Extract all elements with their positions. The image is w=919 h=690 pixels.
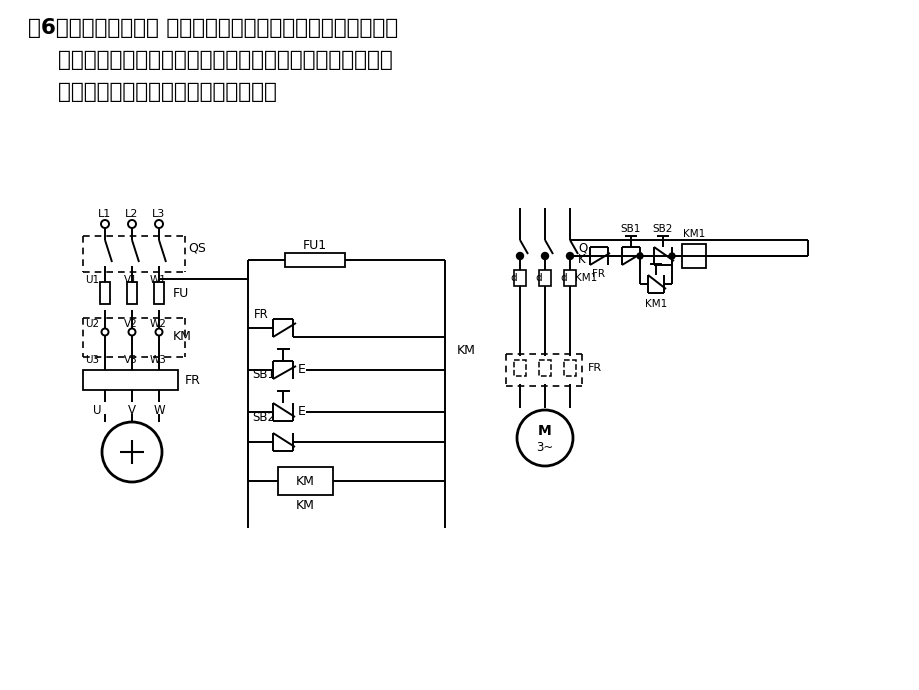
Text: 叉连接时的电气连接点须用黑点标出。: 叉连接时的电气连接点须用黑点标出。	[28, 82, 277, 102]
Circle shape	[101, 220, 108, 228]
Bar	[100, 282, 110, 304]
Text: V: V	[128, 404, 136, 417]
Text: SB1: SB1	[252, 368, 275, 380]
Text: V2: V2	[124, 319, 138, 329]
Circle shape	[128, 220, 136, 228]
Bar	[563, 270, 575, 286]
Text: E: E	[298, 362, 305, 375]
Text: KM: KM	[457, 344, 475, 357]
Text: QS: QS	[187, 241, 206, 255]
Bar	[285, 253, 345, 267]
Text: FR: FR	[587, 363, 601, 373]
Text: FU1: FU1	[302, 239, 327, 251]
Bar	[539, 360, 550, 376]
Text: L2: L2	[125, 209, 139, 219]
Text: U3: U3	[85, 355, 99, 365]
Bar	[278, 467, 333, 495]
Circle shape	[541, 253, 548, 259]
Bar	[153, 282, 164, 304]
Circle shape	[668, 253, 675, 259]
Bar	[563, 360, 575, 376]
Text: U1: U1	[85, 275, 99, 285]
Text: SB2: SB2	[652, 224, 673, 234]
Text: SB1: SB1	[620, 224, 641, 234]
Text: d: d	[535, 273, 541, 283]
Text: E: E	[298, 404, 305, 417]
Text: FR: FR	[254, 308, 268, 320]
Circle shape	[101, 328, 108, 335]
Text: （6）无论主电路还是 控制电路，辅助电路，均按功能布置，尽: （6）无论主电路还是 控制电路，辅助电路，均按功能布置，尽	[28, 18, 398, 38]
Text: d: d	[509, 273, 516, 283]
Text: U2: U2	[85, 319, 99, 329]
Text: KM1: KM1	[574, 273, 596, 283]
Text: W: W	[153, 404, 165, 417]
Circle shape	[516, 410, 573, 466]
Bar	[514, 270, 526, 286]
Text: W2: W2	[150, 319, 166, 329]
Text: FU: FU	[173, 286, 189, 299]
Text: FR: FR	[592, 269, 605, 279]
Text: KM: KM	[173, 330, 192, 342]
Text: M: M	[538, 424, 551, 438]
Text: L3: L3	[153, 209, 165, 219]
Text: KM1: KM1	[644, 299, 666, 309]
Text: V3: V3	[124, 355, 138, 365]
Text: K: K	[577, 253, 585, 266]
Text: KM: KM	[295, 498, 314, 511]
Circle shape	[155, 328, 163, 335]
Circle shape	[516, 253, 523, 259]
Text: W3: W3	[150, 355, 166, 365]
Circle shape	[102, 422, 162, 482]
Bar	[83, 370, 177, 390]
Text: V1: V1	[124, 275, 138, 285]
Circle shape	[129, 328, 135, 335]
Bar	[539, 270, 550, 286]
Text: L1: L1	[98, 209, 111, 219]
Text: W1: W1	[150, 275, 166, 285]
Text: KM1: KM1	[682, 229, 704, 239]
Text: FR: FR	[185, 373, 200, 386]
Text: 3~: 3~	[536, 440, 553, 453]
Text: SB2: SB2	[252, 411, 275, 424]
Text: Q: Q	[577, 241, 586, 255]
Text: U: U	[93, 404, 101, 417]
Text: 可能按动作顺序从上到下，从左到右排列。控制电路两线交: 可能按动作顺序从上到下，从左到右排列。控制电路两线交	[28, 50, 392, 70]
Bar	[514, 360, 526, 376]
Text: KM: KM	[295, 475, 314, 488]
Circle shape	[636, 253, 642, 259]
Bar	[681, 244, 705, 268]
Bar	[127, 282, 137, 304]
Text: d: d	[560, 273, 566, 283]
Circle shape	[566, 253, 573, 259]
Circle shape	[154, 220, 163, 228]
